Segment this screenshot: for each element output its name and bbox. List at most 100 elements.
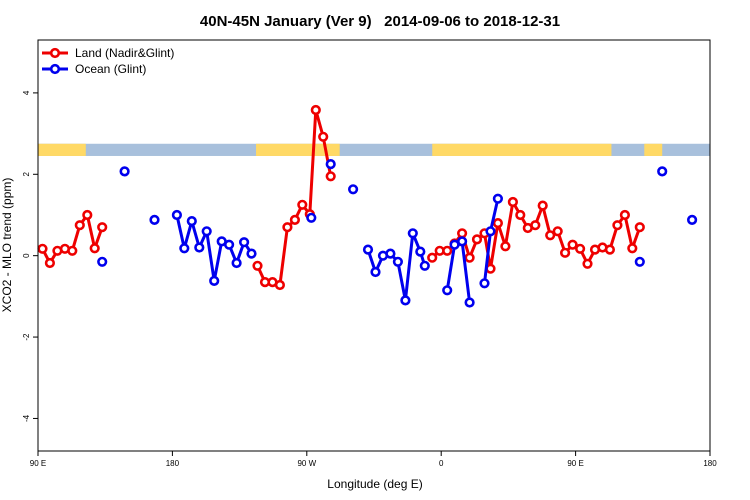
mask-band-land-0 — [38, 143, 86, 156]
legend-label-0: Land (Nadir&Glint) — [75, 46, 174, 60]
series-1-point-5-0 — [325, 159, 336, 170]
series-1-point-3-1 — [179, 243, 190, 254]
series-1-point-11-0 — [657, 166, 668, 177]
chart-title: 40N-45N January (Ver 9) 2014-09-06 to 20… — [200, 13, 560, 30]
series-1-point-3-4 — [201, 226, 212, 237]
plot-frame — [37, 39, 711, 452]
series-0-point-0-8 — [97, 222, 108, 233]
series-1-point-9-1 — [485, 226, 496, 237]
mask-band-land-2 — [432, 143, 612, 156]
series-0-point-1-8 — [310, 104, 321, 116]
series-0-point-2-19 — [567, 239, 578, 250]
series-0-point-0-6 — [82, 209, 93, 221]
series-1-point-7-7 — [415, 246, 426, 257]
series-0-point-2-12 — [515, 209, 526, 221]
x-tick-label-5: 180 — [703, 459, 717, 468]
y-axis-label: XCO2 - MLO trend (ppm) — [0, 178, 14, 313]
series-0-point-2-11 — [507, 196, 519, 208]
x-tick-label-3: 0 — [439, 459, 444, 468]
legend-label-1: Ocean (Glint) — [75, 62, 146, 76]
series-1-point-7-6 — [407, 228, 418, 239]
series-0-point-2-26 — [619, 209, 631, 221]
series-1-point-8-3 — [464, 297, 475, 308]
series-0-point-2-0 — [427, 252, 438, 263]
series-1-point-3-3 — [194, 242, 205, 253]
series-0-point-2-27 — [627, 243, 638, 254]
series-1-point-7-0 — [362, 244, 374, 255]
series-0 — [37, 104, 645, 291]
mask-band-land-3 — [644, 143, 663, 156]
series-1-point-3-9 — [239, 237, 250, 248]
series-1-point-7-4 — [392, 256, 404, 267]
series-1-point-8-2 — [457, 236, 468, 247]
series-1-point-8-0 — [442, 285, 453, 296]
x-tick-label-0: 90 E — [30, 459, 46, 468]
y-axis: -4 -2 0 2 4 — [22, 90, 38, 422]
series-1-point-7-8 — [419, 260, 430, 271]
series-1-point-1-0 — [119, 166, 130, 177]
series-0-point-0-1 — [44, 257, 56, 269]
series-1-point-2-0 — [149, 214, 160, 225]
series-0-point-2-6 — [471, 234, 483, 245]
series-0-point-2-9 — [492, 218, 504, 229]
series-0-point-1-4 — [282, 222, 293, 233]
series-1-point-9-2 — [492, 193, 504, 204]
mask-band-land-1 — [256, 143, 340, 156]
series-0-point-2-21 — [582, 258, 593, 269]
series-0-point-0-4 — [67, 245, 78, 256]
series-1-point-7-3 — [385, 248, 396, 259]
y-tick-label-1: -2 — [22, 333, 31, 341]
legend-marker-0 — [49, 47, 61, 59]
series-0-point-2-25 — [612, 220, 623, 231]
series-1-point-6-0 — [348, 184, 359, 195]
series-1 — [97, 159, 698, 308]
series-1-point-7-1 — [370, 266, 381, 278]
series-0-point-2-4 — [457, 228, 468, 239]
x-tick-label-2: 90 W — [297, 459, 316, 468]
series-0-point-2-18 — [559, 247, 571, 258]
series-1-point-3-7 — [224, 239, 235, 250]
series-1-point-3-8 — [231, 257, 242, 269]
series-0-point-2-28 — [634, 222, 645, 233]
x-axis: 90 E 180 90 W 0 90 E 180 — [30, 451, 717, 468]
legend-marker-1 — [49, 63, 61, 75]
y-tick-label-3: 2 — [22, 172, 31, 177]
series-1-point-12-0 — [686, 214, 698, 225]
series-0-point-0-0 — [37, 243, 48, 254]
series-1-point-3-10 — [246, 248, 257, 259]
x-axis-label: Longitude (deg E) — [327, 477, 422, 491]
plot-series — [37, 104, 698, 308]
series-0-point-2-14 — [530, 220, 541, 231]
series-0-point-2-10 — [500, 241, 511, 252]
series-0-point-1-9 — [318, 131, 329, 142]
legend: Land (Nadir&Glint) Ocean (Glint) — [42, 46, 174, 76]
x-tick-label-1: 180 — [166, 459, 180, 468]
series-0-point-2-16 — [545, 230, 556, 241]
series-0-point-2-5 — [464, 252, 475, 263]
series-0-point-2-17 — [552, 226, 563, 237]
y-tick-label-4: 4 — [22, 90, 31, 95]
y-tick-label-2: 0 — [22, 253, 31, 258]
series-0-point-2-24 — [604, 244, 616, 255]
series-0-point-1-0 — [252, 260, 263, 271]
series-1-point-10-0 — [634, 256, 645, 267]
x-tick-label-4: 90 E — [567, 459, 583, 468]
series-1-point-3-0 — [171, 209, 182, 221]
series-0-point-2-2 — [442, 245, 453, 256]
series-0-point-1-3 — [274, 279, 286, 291]
series-1-point-9-0 — [479, 278, 490, 289]
series-0-point-1-5 — [289, 214, 301, 225]
series-1-point-3-2 — [186, 216, 197, 227]
series-0-point-2-15 — [537, 200, 548, 211]
series-0-point-2-20 — [574, 243, 586, 254]
series-1-line-7 — [366, 231, 427, 302]
series-1-point-0-0 — [97, 256, 108, 267]
series-0-point-0-5 — [74, 220, 85, 231]
series-0-point-1-6 — [297, 199, 308, 210]
land-ocean-mask-band — [38, 143, 710, 156]
series-1-point-4-0 — [306, 212, 317, 223]
series-0-point-0-7 — [89, 243, 100, 254]
series-1-point-7-5 — [400, 295, 411, 306]
series-0-point-1-10 — [325, 171, 336, 182]
